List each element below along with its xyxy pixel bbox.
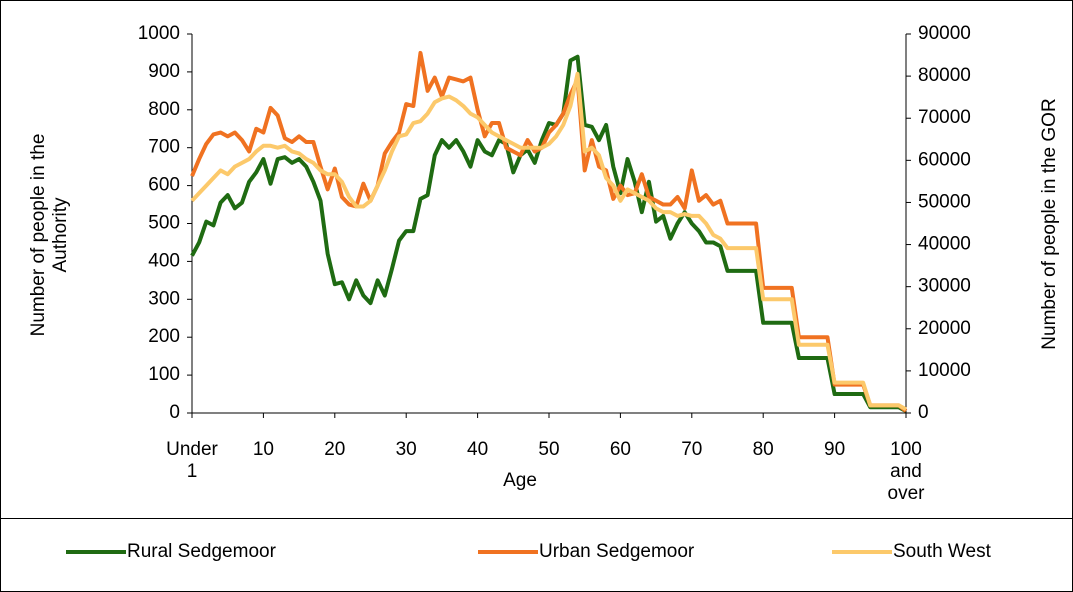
y2-tick-label: 50000 <box>918 191 971 212</box>
x-tick-label: 60 <box>609 439 631 460</box>
y2-axis-label: Number of people in the GOR <box>1039 98 1060 350</box>
x-tick-label: 50 <box>538 439 560 460</box>
legend-label: Rural Sedgemoor <box>127 541 277 562</box>
x-tick-label: 30 <box>395 439 417 460</box>
series-line <box>190 50 908 413</box>
y-tick-label: 0 <box>169 402 180 423</box>
y-tick-label: 900 <box>148 61 180 82</box>
x-tick-label: 90 <box>824 439 846 460</box>
y2-tick-label: 10000 <box>918 360 971 381</box>
x-tick-label: 70 <box>681 439 703 460</box>
y2-tick-label: 80000 <box>918 65 971 86</box>
y-tick-label: 600 <box>148 175 180 196</box>
y2-tick-label: 20000 <box>918 318 971 339</box>
series-line <box>190 54 907 413</box>
y-tick-label: 1000 <box>138 23 180 44</box>
y-tick-label: 800 <box>148 99 180 120</box>
legend-label: South West <box>893 541 992 562</box>
y-tick-label: 100 <box>148 364 180 385</box>
legend-label: Urban Sedgemoor <box>539 541 695 562</box>
x-tick-label: 100 and over <box>887 439 925 504</box>
y2-tick-label: 60000 <box>918 149 971 170</box>
y-tick-label: 200 <box>148 326 180 347</box>
y2-tick-label: 40000 <box>918 234 971 255</box>
y2-tick-label: 30000 <box>918 276 971 297</box>
x-tick-label: 80 <box>752 439 774 460</box>
y-tick-label: 400 <box>148 250 180 271</box>
y2-tick-label: 0 <box>918 402 929 423</box>
y-axis-label: Number of people in the Authority <box>28 133 71 337</box>
x-tick-label: 20 <box>324 439 346 460</box>
series-line <box>190 71 907 411</box>
y-tick-label: 300 <box>148 288 180 309</box>
y2-tick-label: 70000 <box>918 107 971 128</box>
x-tick-label: 40 <box>467 439 489 460</box>
x-tick-label: 10 <box>252 439 274 460</box>
y-tick-label: 500 <box>148 213 180 234</box>
x-axis-label: Age <box>503 470 537 491</box>
y2-tick-label: 90000 <box>918 23 971 44</box>
y-tick-label: 700 <box>148 137 180 158</box>
x-tick-label: Under 1 <box>166 439 218 482</box>
